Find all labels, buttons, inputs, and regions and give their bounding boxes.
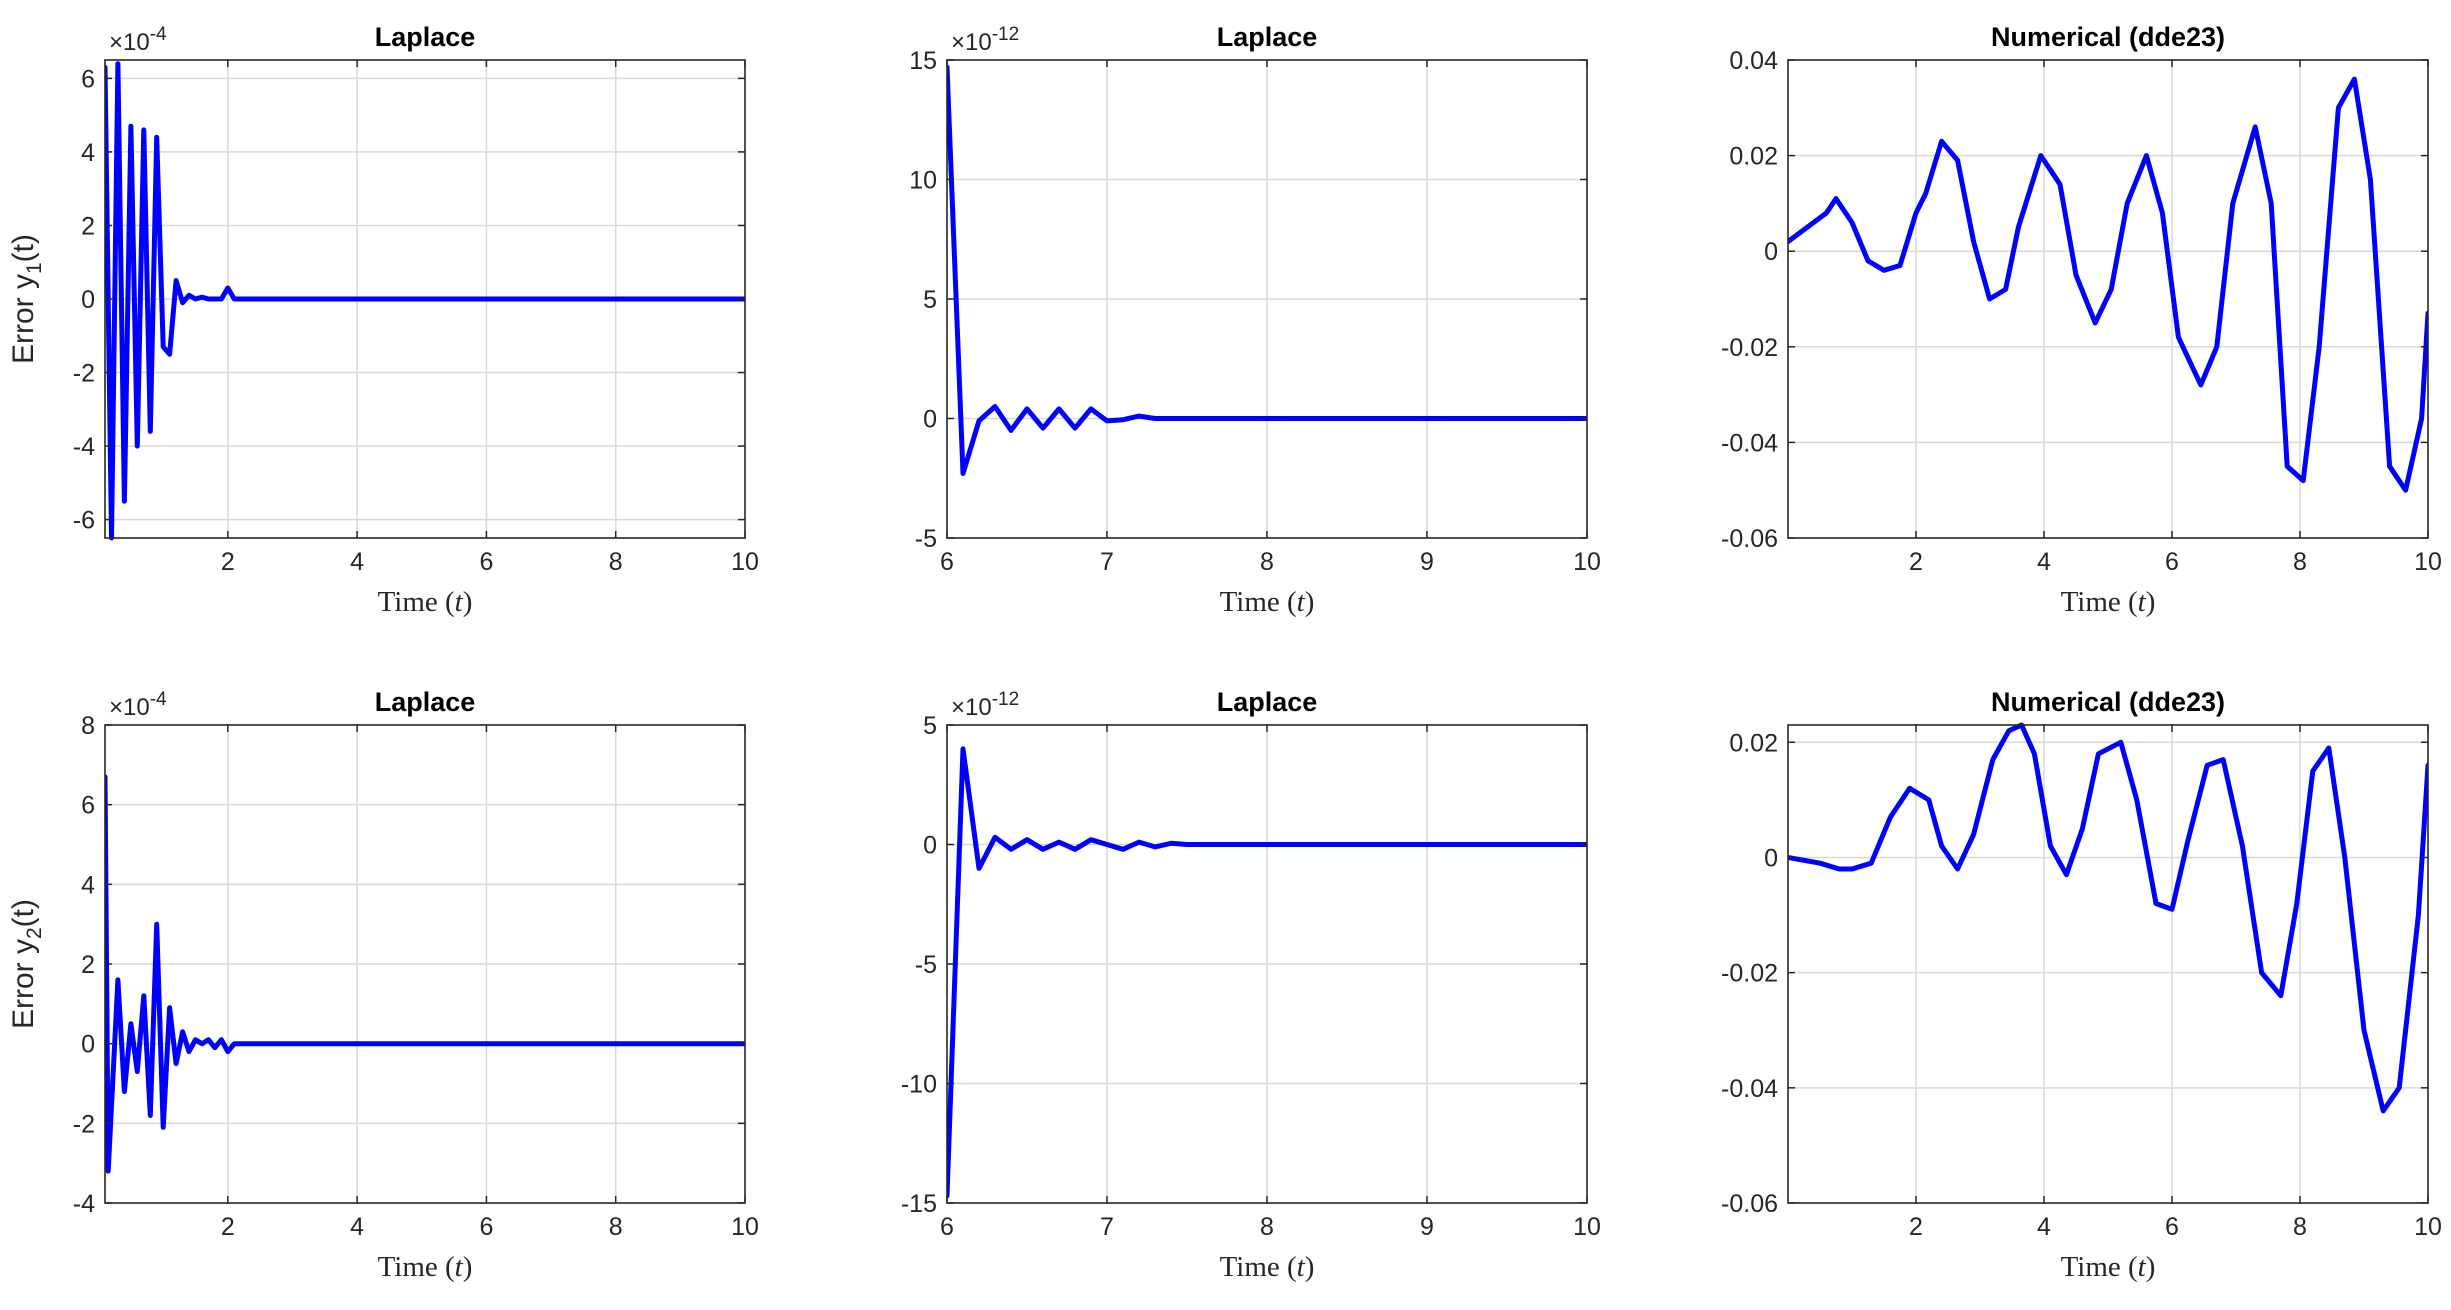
y-tick-label: 4 (81, 139, 95, 167)
y-tick-label: 0 (923, 832, 937, 860)
x-axis-label: Time (t) (378, 1251, 473, 1283)
y-exponent: ×10-12 (951, 24, 1019, 56)
y-exponent: ×10-4 (109, 689, 167, 721)
y-tick-label: 0.04 (1729, 47, 1778, 75)
x-tick-label: 2 (1909, 1213, 1923, 1241)
axes-frame (1787, 724, 2429, 1204)
y-tick-label: -0.04 (1721, 1075, 1778, 1103)
y-exponent: ×10-12 (951, 689, 1019, 721)
y-tick-label: 0.02 (1729, 729, 1778, 757)
y-tick-label: -2 (73, 360, 95, 388)
x-axis-label: Time (t) (1220, 1251, 1315, 1283)
chart-title: Laplace (1217, 687, 1318, 717)
x-tick-label: 10 (731, 1213, 759, 1241)
y-tick-label: -5 (915, 525, 937, 553)
y-tick-label: -0.02 (1721, 960, 1778, 988)
x-tick-label: 10 (2414, 1213, 2442, 1241)
chart-panel-3: 2 4 6 8 10 -0.06 -0.04 -0.02 0 0.02 0.04 Numerical … (1721, 22, 2442, 618)
x-tick-label: 10 (731, 548, 759, 576)
y-axis-label: Error y2(t) (7, 899, 46, 1029)
x-tick-label: 4 (350, 1213, 364, 1241)
x-tick-label: 8 (609, 1213, 623, 1241)
x-tick-label: 6 (479, 548, 493, 576)
series-line (947, 64, 1587, 476)
x-axis-label: Time (t) (2061, 1251, 2156, 1283)
x-tick-label: 10 (2414, 548, 2442, 576)
x-tick-label: 4 (350, 548, 364, 576)
x-tick-label: 8 (2293, 548, 2307, 576)
x-axis-label: Time (t) (378, 586, 473, 618)
y-tick-label: 2 (81, 951, 95, 979)
chart-title: Laplace (375, 687, 476, 717)
series-line (1788, 722, 2428, 1114)
y-exponent: ×10-4 (109, 24, 167, 56)
y-axis-label: Error y1(t) (7, 234, 46, 364)
y-tick-label: 2 (81, 212, 95, 240)
y-tick-label: 0 (1764, 238, 1778, 266)
x-tick-label: 7 (1100, 548, 1114, 576)
y-tick-label: 0 (81, 1031, 95, 1059)
x-tick-label: 8 (609, 548, 623, 576)
x-tick-label: 8 (1260, 1213, 1274, 1241)
x-tick-label: 6 (940, 548, 954, 576)
y-tick-label: 0.02 (1729, 143, 1778, 171)
x-tick-label: 2 (221, 548, 235, 576)
x-tick-label: 6 (2165, 1213, 2179, 1241)
y-tick-label: -0.04 (1721, 429, 1778, 457)
x-tick-label: 10 (1573, 1213, 1601, 1241)
y-tick-label: -0.02 (1721, 334, 1778, 362)
series-line (105, 61, 745, 541)
y-tick-label: 6 (81, 65, 95, 93)
chart-panel-1: 2 4 6 8 10 -6 -4 -2 0 2 4 6 ×10-4 Laplace Time (t) Erro… (7, 22, 759, 618)
chart-title: Numerical (dde23) (1991, 687, 2225, 717)
y-tick-label: 15 (909, 47, 937, 75)
chart-title: Laplace (1217, 22, 1318, 52)
x-tick-label: 2 (1909, 548, 1923, 576)
y-tick-label: 6 (81, 792, 95, 820)
series-line (1788, 76, 2428, 493)
x-tick-label: 7 (1100, 1213, 1114, 1241)
x-tick-label: 4 (2037, 1213, 2051, 1241)
chart-panel-2: 6 7 8 9 10 -5 0 5 10 15 ×10-12 Laplace Time (t) (909, 22, 1601, 618)
chart-title: Numerical (dde23) (1991, 22, 2225, 52)
y-tick-label: 10 (909, 167, 937, 195)
plot-area (1788, 725, 2428, 1203)
x-tick-label: 9 (1420, 548, 1434, 576)
y-tick-label: -5 (915, 951, 937, 979)
x-axis-label: Time (t) (2061, 586, 2156, 618)
x-tick-label: 8 (2293, 1213, 2307, 1241)
y-tick-label: -10 (901, 1071, 937, 1099)
y-tick-label: -0.06 (1721, 525, 1778, 553)
chart-panel-6: 2 4 6 8 10 -0.06 -0.04 -0.02 0 0.02 Numerical (dde… (1721, 687, 2442, 1283)
x-tick-label: 6 (940, 1213, 954, 1241)
axes-frame (1787, 59, 2429, 539)
y-tick-label: -15 (901, 1190, 937, 1218)
y-tick-label: 5 (923, 712, 937, 740)
y-tick-label: -4 (73, 1190, 95, 1218)
x-tick-label: 8 (1260, 548, 1274, 576)
x-tick-label: 6 (479, 1213, 493, 1241)
y-tick-label: -6 (73, 507, 95, 535)
x-tick-label: 10 (1573, 548, 1601, 576)
series-line (947, 746, 1587, 1199)
series-line (105, 774, 745, 1174)
x-tick-label: 4 (2037, 548, 2051, 576)
y-tick-label: 4 (81, 871, 95, 899)
x-tick-label: 6 (2165, 548, 2179, 576)
x-axis-label: Time (t) (1220, 586, 1315, 618)
y-tick-label: 0 (81, 286, 95, 314)
x-tick-label: 2 (221, 1213, 235, 1241)
y-tick-label: -0.06 (1721, 1190, 1778, 1218)
x-tick-label: 9 (1420, 1213, 1434, 1241)
chart-panel-5: 6 7 8 9 10 -15 -10 -5 0 5 ×10-12 Laplace Time (t) (901, 687, 1601, 1283)
y-tick-label: 5 (923, 286, 937, 314)
y-tick-label: 0 (923, 406, 937, 434)
y-tick-label: -4 (73, 433, 95, 461)
y-tick-label: 0 (1764, 844, 1778, 872)
chart-title: Laplace (375, 22, 476, 52)
chart-panel-4: 2 4 6 8 10 -4 -2 0 2 4 6 8 ×10-4 Laplace Time (t) Error… (7, 687, 759, 1283)
y-tick-label: -2 (73, 1110, 95, 1138)
y-tick-label: 8 (81, 712, 95, 740)
